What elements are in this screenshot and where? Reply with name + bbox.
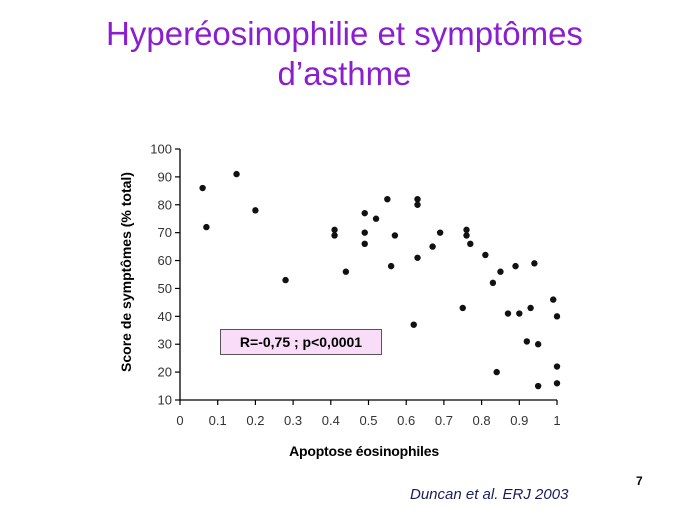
data-point xyxy=(233,170,240,178)
slide-title: Hyperéosinophilie et symptômes d’asthme xyxy=(0,14,689,94)
data-point xyxy=(463,226,470,234)
x-tick-label: 0.6 xyxy=(397,413,415,428)
y-tick-label: 100 xyxy=(150,142,172,157)
data-point xyxy=(410,321,417,328)
data-point xyxy=(342,268,350,275)
y-axis-title: Score de symptômes (% total) xyxy=(118,172,134,372)
y-tick-label: 20 xyxy=(158,365,172,380)
x-tick-label: 0.5 xyxy=(359,413,377,428)
citation: Duncan et al. ERJ 2003 xyxy=(410,486,569,503)
y-tick-label: 70 xyxy=(158,225,172,240)
correlation-annotation: R=-0,75 ; p<0,0001 xyxy=(220,329,382,355)
data-point xyxy=(459,304,466,312)
y-tick-label: 40 xyxy=(158,309,172,324)
data-point xyxy=(553,313,561,320)
data-point xyxy=(497,268,504,275)
data-point xyxy=(414,254,421,261)
data-point xyxy=(203,223,210,231)
data-point xyxy=(384,196,391,203)
y-tick-label: 50 xyxy=(158,281,172,296)
data-point xyxy=(550,296,557,303)
data-point xyxy=(531,260,538,267)
slide-title-line1: Hyperéosinophilie et symptômes xyxy=(106,15,583,52)
x-tick-label: 0 xyxy=(176,413,183,428)
data-point xyxy=(387,262,395,270)
data-point xyxy=(523,338,531,345)
data-point xyxy=(489,279,497,287)
x-axis-title: Apoptose éosinophiles xyxy=(289,443,439,459)
x-tick-label: 0.7 xyxy=(435,413,453,428)
data-point xyxy=(361,209,368,217)
data-point xyxy=(361,229,368,236)
data-point xyxy=(482,251,489,259)
x-tick-label: 1 xyxy=(553,413,560,428)
y-tick-label: 80 xyxy=(158,197,172,212)
x-tick-label: 0.1 xyxy=(209,413,227,428)
page-number: 7 xyxy=(636,474,643,488)
data-point xyxy=(199,184,206,192)
data-point xyxy=(372,215,380,222)
y-tick-label: 90 xyxy=(158,169,172,184)
y-tick-label: 10 xyxy=(158,393,172,408)
data-point xyxy=(361,240,368,248)
data-point xyxy=(391,232,399,239)
chart-ticks: 0 0.1 0.2 0.3 0.4 0.5 0.6 0.7 0.8 0.9 1 10 20 30 40 50 6… xyxy=(150,142,560,429)
data-point xyxy=(414,196,421,203)
data-point xyxy=(252,207,259,214)
data-point xyxy=(553,363,561,370)
data-point xyxy=(534,382,542,390)
data-point xyxy=(331,226,338,234)
data-point xyxy=(534,341,542,348)
x-tick-label: 0.3 xyxy=(284,413,302,428)
data-point xyxy=(493,368,500,376)
data-point xyxy=(512,262,519,270)
chart-points xyxy=(199,170,561,390)
data-point xyxy=(429,243,436,250)
data-point xyxy=(516,310,523,317)
data-point xyxy=(527,304,534,312)
data-point xyxy=(282,276,289,284)
x-tick-label: 0.8 xyxy=(473,413,491,428)
data-point xyxy=(414,201,421,208)
slide-title-line2: d’asthme xyxy=(277,55,412,92)
data-point xyxy=(436,229,444,236)
data-point xyxy=(331,232,338,239)
x-tick-label: 0.9 xyxy=(510,413,528,428)
y-tick-label: 30 xyxy=(158,337,172,352)
data-point xyxy=(504,310,512,317)
data-point xyxy=(553,380,561,387)
x-tick-label: 0.2 xyxy=(246,413,264,428)
data-point xyxy=(467,240,474,248)
y-tick-label: 60 xyxy=(158,253,172,268)
x-tick-label: 0.4 xyxy=(322,413,340,428)
data-point xyxy=(463,232,470,239)
